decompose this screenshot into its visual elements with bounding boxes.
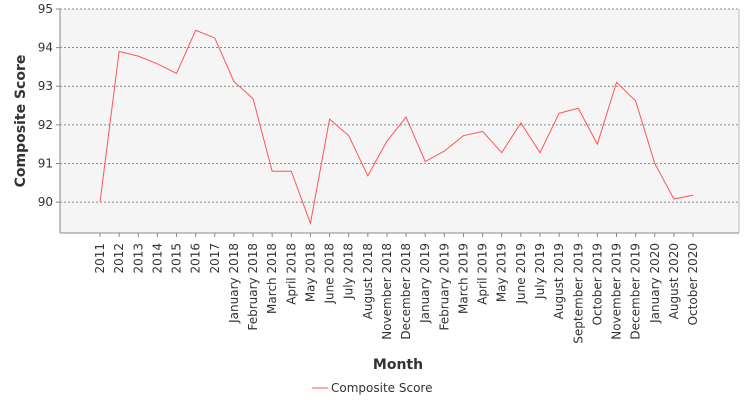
x-tick-label: October 2020 bbox=[686, 243, 700, 325]
x-tick-label: 2017 bbox=[208, 243, 222, 274]
x-tick-label: March 2018 bbox=[265, 243, 279, 314]
x-tick-label: November 2018 bbox=[380, 243, 394, 340]
x-tick-label: August 2020 bbox=[667, 243, 681, 319]
x-axis-ticks: 2011 2012 2013 2014 2015 2016 2017 January 2018… bbox=[93, 233, 700, 344]
x-tick-label: May 2018 bbox=[303, 243, 317, 302]
x-tick-label: December 2019 bbox=[629, 243, 643, 340]
x-tick-label: 2015 bbox=[170, 243, 184, 274]
x-tick-label: January 2018 bbox=[227, 243, 241, 324]
x-tick-label: July 2019 bbox=[533, 243, 547, 300]
x-tick-label: June 2018 bbox=[323, 243, 337, 305]
legend: Composite Score bbox=[312, 381, 432, 395]
x-tick-label: August 2019 bbox=[552, 243, 566, 319]
x-tick-label: October 2019 bbox=[590, 243, 604, 325]
x-tick-label: June 2019 bbox=[514, 243, 528, 305]
x-tick-label: March 2019 bbox=[456, 243, 470, 314]
y-tick-label: 92 bbox=[38, 118, 53, 132]
x-tick-label: 2011 bbox=[93, 243, 107, 274]
gridlines bbox=[60, 8, 739, 203]
x-axis-title: Month bbox=[373, 357, 423, 373]
y-axis-ticks: 90 91 92 93 94 95 bbox=[38, 2, 60, 209]
x-tick-label: July 2018 bbox=[342, 243, 356, 300]
y-tick-label: 91 bbox=[38, 156, 53, 170]
x-tick-label: January 2020 bbox=[648, 243, 662, 324]
x-tick-label: May 2019 bbox=[495, 243, 509, 302]
x-tick-label: 2012 bbox=[112, 243, 126, 274]
x-tick-label: 2016 bbox=[189, 243, 203, 274]
series-layer bbox=[99, 29, 694, 226]
x-tick-label: 2013 bbox=[131, 243, 145, 274]
x-tick-label: November 2019 bbox=[610, 243, 624, 340]
x-tick-label: September 2019 bbox=[571, 243, 585, 344]
plot-background bbox=[60, 9, 739, 233]
x-tick-label: February 2018 bbox=[246, 243, 260, 331]
x-tick-label: 2014 bbox=[150, 243, 164, 274]
x-tick-label: January 2019 bbox=[418, 243, 432, 324]
x-tick-label: February 2019 bbox=[437, 243, 451, 331]
x-tick-label: August 2018 bbox=[361, 243, 375, 319]
y-tick-label: 90 bbox=[38, 195, 53, 209]
y-tick-label: 95 bbox=[38, 2, 53, 16]
y-axis-title: Composite Score bbox=[13, 55, 29, 188]
y-tick-label: 93 bbox=[38, 79, 53, 93]
x-tick-label: December 2018 bbox=[399, 243, 413, 340]
x-tick-label: April 2018 bbox=[284, 243, 298, 305]
legend-label: Composite Score bbox=[331, 381, 432, 395]
x-tick-label: April 2019 bbox=[476, 243, 490, 305]
series-line bbox=[99, 29, 694, 226]
y-tick-label: 94 bbox=[38, 41, 53, 55]
